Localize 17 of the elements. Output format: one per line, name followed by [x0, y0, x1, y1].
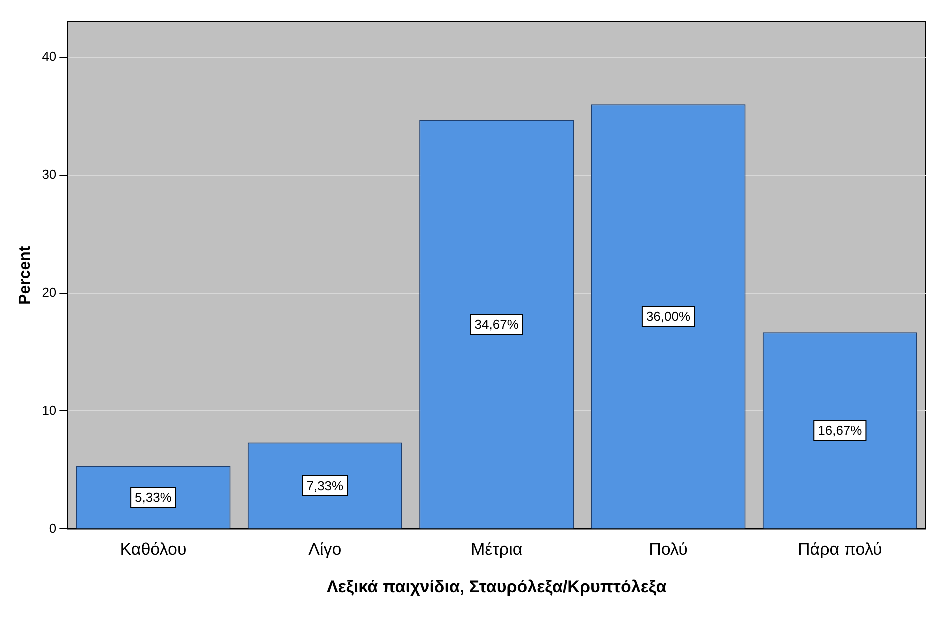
- data-label: 16,67%: [818, 423, 863, 438]
- data-label: 7,33%: [306, 478, 344, 494]
- y-tick-label: 10: [42, 402, 57, 418]
- x-tick-label: Λίγο: [308, 540, 342, 560]
- y-tick-label: 0: [49, 520, 57, 536]
- data-label: 34,67%: [474, 317, 520, 332]
- x-axis-title: Λεξικά παιχνίδια, Σταυρόλεξα/Κρυπτόλεξα: [326, 577, 668, 596]
- x-tick-label: Πάρα πολύ: [798, 540, 882, 560]
- y-axis-title: Percent: [17, 246, 34, 305]
- x-tick-label: Πολύ: [649, 540, 688, 560]
- data-label: 5,33%: [135, 490, 172, 506]
- x-tick-label: Μέτρια: [470, 540, 523, 560]
- y-tick-label: 20: [42, 284, 57, 300]
- y-tick-label: 30: [42, 166, 57, 182]
- data-label: 36,00%: [646, 309, 691, 324]
- x-tick-label: Καθόλου: [120, 540, 187, 560]
- y-tick-label: 40: [42, 48, 57, 64]
